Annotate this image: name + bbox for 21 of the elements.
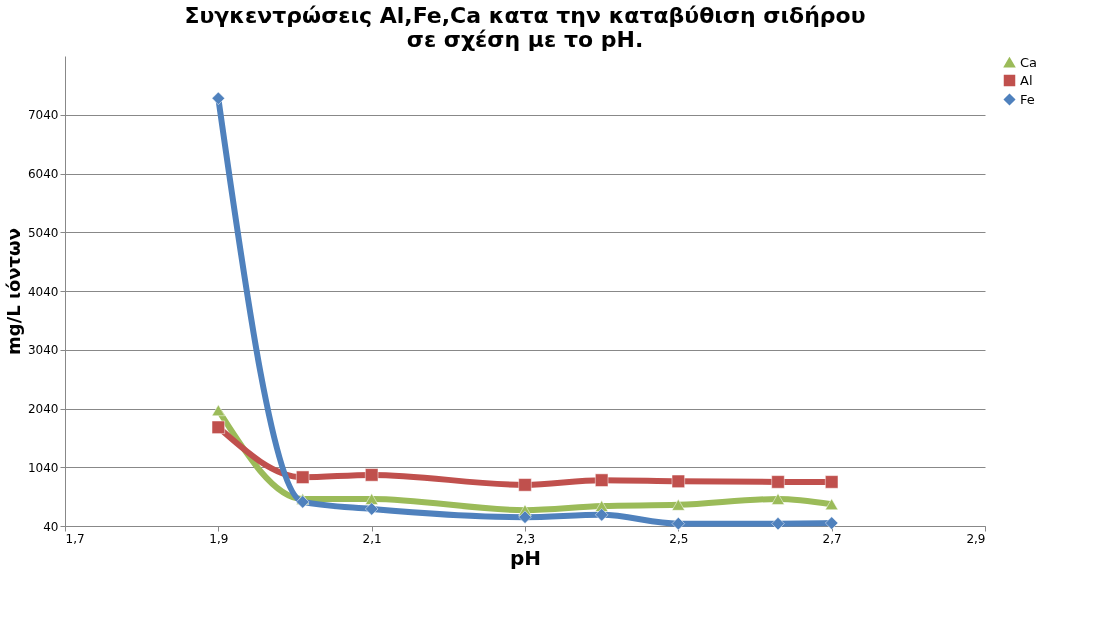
x-tick-label: 2,5 [669,531,689,546]
y-tick-label: 40 [43,519,59,534]
chart-title: Συγκεντρώσεις Al,Fe,Ca κατα την καταβύθιση σιδήρου σε σχέση με το pH. [184,3,866,52]
legend-label: Al [1020,72,1033,88]
legend-label: Fe [1020,91,1035,107]
x-tick-label: 1,7 [65,531,85,546]
y-tick-label: 6040 [27,167,59,181]
y-tick-label: 4040 [27,284,59,299]
x-tick-label: 2,3 [515,531,536,546]
x-tick-label: 2,7 [822,531,842,546]
y-tick-label: 2040 [27,402,59,416]
x-tick-label: 2,1 [362,531,382,546]
x-tick-label: 2,9 [966,531,986,546]
y-axis-title: mg/L ιόντων [2,228,24,355]
legend-label: Ca [1020,54,1038,70]
x-tick-label: 1,9 [209,531,229,546]
y-tick-label: 1040 [27,460,59,475]
y-tick-label: 5040 [27,225,59,240]
y-tick-label: 7040 [27,108,59,123]
y-tick-label: 3040 [27,343,59,358]
x-axis-title: pH [509,545,542,570]
